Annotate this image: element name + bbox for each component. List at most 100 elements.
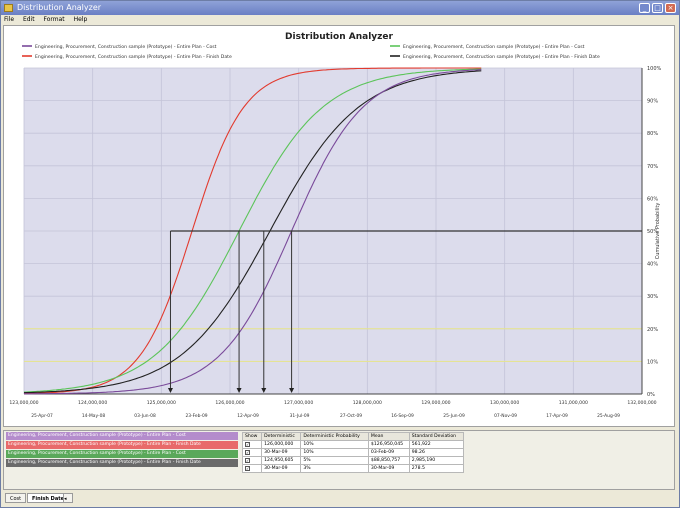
mean-cell: 03-Feb-09 (367, 448, 410, 457)
deterministic-cell: 126,000,000 (261, 440, 302, 449)
y-tick-label: 80% (647, 131, 658, 137)
y-tick-label: 10% (647, 359, 658, 365)
x-date-tick-label: 23-Feb-09 (185, 413, 207, 419)
y-tick-label: 20% (647, 327, 658, 333)
x-date-tick-label: 31-Jul-09 (290, 413, 310, 419)
x-tick-label: 124,000,000 (78, 400, 107, 406)
x-date-tick-label: 25-Jun-09 (443, 413, 465, 419)
col-show: Show (241, 432, 263, 441)
x-tick-label: 125,000,000 (147, 400, 176, 406)
probability-cell: 3% (300, 464, 369, 473)
menu-edit[interactable]: Edit (22, 16, 35, 23)
show-checkbox[interactable]: ✓ (245, 449, 250, 455)
x-date-tick-label: 03-Jun-08 (134, 413, 156, 419)
mean-cell: $88,850,757 (367, 456, 410, 465)
tab-cost[interactable]: Cost (5, 493, 27, 503)
legend-label: Engineering, Procurement, Construction s… (403, 44, 585, 50)
deterministic-cell: 30-Mar-09 (261, 448, 302, 457)
y-tick-label: 100% (647, 66, 662, 72)
results-panel: Engineering, Procurement, Construction s… (3, 430, 675, 490)
y-axis-label: Cumulative Probability (655, 203, 661, 260)
show-checkbox[interactable]: ✓ (245, 457, 250, 463)
col-det-probability: Deterministic Probability (300, 432, 369, 441)
show-checkbox[interactable]: ✓ (245, 465, 250, 471)
table-row: ✓ 30-Mar-09 10% 03-Feb-09 98.26 (241, 448, 465, 457)
close-button[interactable]: × (665, 3, 676, 13)
legend-label: Engineering, Procurement, Construction s… (403, 54, 600, 60)
probability-cell: 10% (300, 440, 369, 449)
x-date-tick-label: 17-Apr-09 (546, 413, 568, 419)
x-date-tick-label: 25-Aug-09 (597, 413, 620, 419)
x-tick-label: 130,000,000 (490, 400, 519, 406)
x-tick-label: 129,000,000 (421, 400, 450, 406)
col-std-dev: Standard Deviation (408, 432, 465, 441)
probability-cell: 5% (300, 456, 369, 465)
table-row: ✓ 30-Mar-09 3% 30-Mar-09 278.5 (241, 464, 465, 473)
legend-label: Engineering, Procurement, Construction s… (35, 44, 217, 50)
col-deterministic: Deterministic (261, 432, 302, 441)
distribution-chart: 0% 10% 20% 30% 40% 50% 60% 70% 80% 90% 100% Distrib… (9, 32, 662, 419)
series-line (23, 68, 482, 393)
deterministic-cell: 124,950,605 (261, 456, 302, 465)
series-line (23, 70, 482, 394)
stddev-cell: 2,985,190 (408, 456, 465, 465)
menu-bar: File Edit Format Help (1, 15, 679, 24)
y-tick-label: 0% (647, 392, 655, 398)
deterministic-cell: 30-Mar-09 (261, 464, 302, 473)
x-date-tick-label: 14-May-08 (82, 413, 106, 419)
x-tick-label: 128,000,000 (353, 400, 382, 406)
result-row-label[interactable]: Engineering, Procurement, Construction s… (6, 459, 238, 467)
result-row-label[interactable]: Engineering, Procurement, Construction s… (6, 441, 238, 449)
x-date-tick-label: 25-Apr-07 (31, 413, 53, 419)
app-icon (4, 4, 13, 12)
maximize-button[interactable]: □ (652, 3, 663, 13)
results-table: Show Deterministic Deterministic Probabi… (241, 432, 465, 473)
col-mean: Mean (367, 432, 410, 441)
drop-arrow-icon (167, 388, 173, 393)
probability-cell: 10% (300, 448, 369, 457)
y-tick-label: 70% (647, 164, 658, 170)
series-line (24, 67, 482, 395)
drop-arrow-icon (261, 388, 267, 393)
window-title: Distribution Analyzer (17, 3, 102, 12)
drop-arrow-icon (289, 388, 295, 393)
title-bar: Distribution Analyzer _ □ × (1, 1, 679, 15)
x-tick-label: 123,000,000 (9, 400, 38, 406)
menu-format[interactable]: Format (43, 16, 65, 23)
chart-title: Distribution Analyzer (285, 32, 393, 42)
show-checkbox[interactable]: ✓ (245, 441, 250, 447)
tab-scroll-icon[interactable]: ◂ (63, 493, 73, 503)
table-row: ✓ 126,000,000 10% $126,950,045 561,922 (241, 440, 465, 449)
result-row-label[interactable]: Engineering, Procurement, Construction s… (6, 450, 238, 458)
tab-bar: Cost Finish Date ◂ (3, 492, 679, 506)
mean-cell: 30-Mar-09 (367, 464, 410, 473)
x-tick-label: 131,000,000 (559, 400, 588, 406)
y-tick-label: 30% (647, 294, 658, 300)
menu-help[interactable]: Help (73, 16, 88, 23)
menu-file[interactable]: File (4, 16, 15, 23)
series-line (24, 69, 482, 395)
stddev-cell: 98.26 (408, 448, 465, 457)
table-row: ✓ 124,950,605 5% $88,850,757 2,985,190 (241, 456, 465, 465)
y-tick-label: 40% (647, 262, 658, 268)
x-date-tick-label: 27-Oct-09 (340, 413, 362, 419)
result-row-label[interactable]: Engineering, Procurement, Construction s… (6, 432, 238, 440)
chart-panel: 0% 10% 20% 30% 40% 50% 60% 70% 80% 90% 100% Distrib… (3, 25, 675, 427)
minimize-button[interactable]: _ (639, 3, 650, 13)
drop-arrow-icon (236, 388, 242, 393)
y-tick-label: 90% (647, 99, 658, 105)
stddev-cell: 561,922 (408, 440, 465, 449)
x-tick-label: 127,000,000 (284, 400, 313, 406)
x-date-tick-label: 12-Apr-09 (237, 413, 259, 419)
table-header-row: Show Deterministic Deterministic Probabi… (241, 432, 465, 441)
x-date-tick-label: 16-Sep-09 (391, 413, 414, 419)
x-date-tick-label: 07-Nov-09 (494, 413, 517, 419)
legend-label: Engineering, Procurement, Construction s… (35, 54, 232, 60)
mean-cell: $126,950,045 (367, 440, 410, 449)
y-tick-label: 60% (647, 196, 658, 202)
x-tick-label: 126,000,000 (215, 400, 244, 406)
stddev-cell: 278.5 (408, 464, 465, 473)
x-tick-label: 132,000,000 (627, 400, 656, 406)
y-tick-label: 50% (647, 229, 658, 235)
